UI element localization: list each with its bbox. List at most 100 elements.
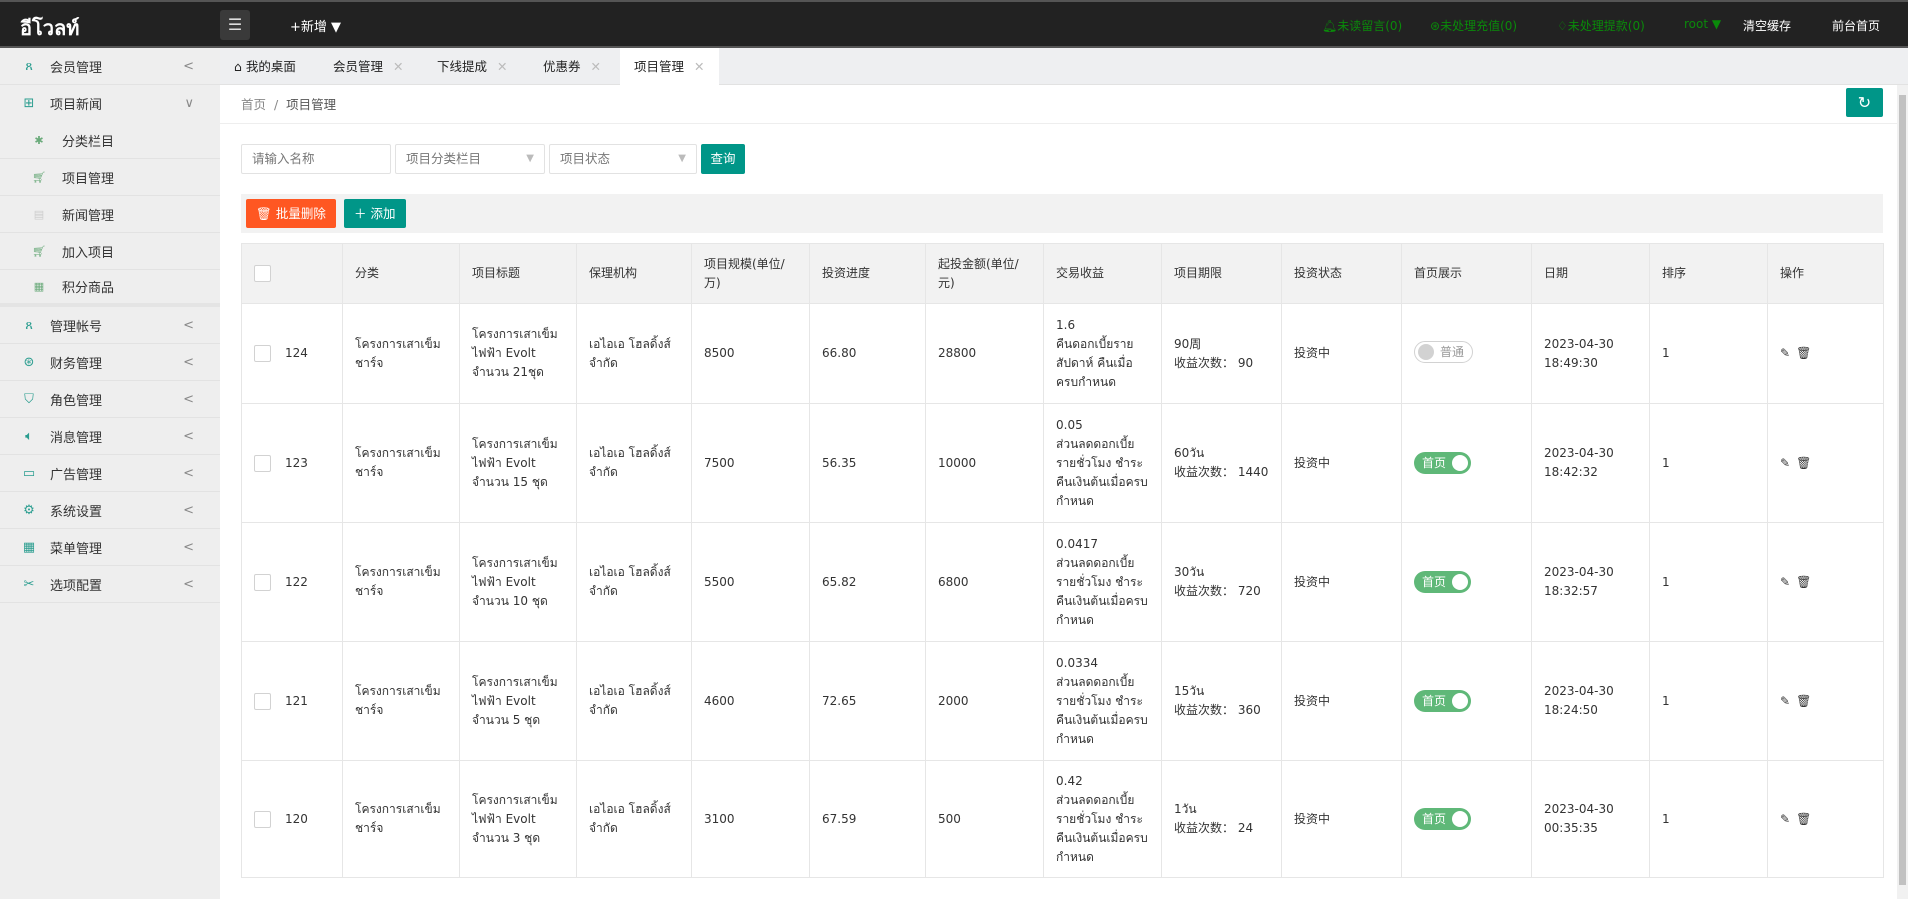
edit-icon[interactable]: ✎ — [1780, 346, 1791, 360]
select-all-checkbox[interactable] — [254, 265, 271, 282]
cell-home: 首页 — [1401, 760, 1532, 878]
sidebar-sub-category[interactable]: ✱ 分类栏目 — [0, 122, 220, 159]
cell-actions: ✎ 🗑︎ — [1767, 403, 1884, 523]
trash-icon[interactable]: 🗑︎ — [1796, 693, 1812, 708]
sidebar-item-admin-accounts[interactable]: ጸ 管理帐号 < — [0, 307, 220, 344]
chevron-left-icon: < — [183, 576, 194, 592]
home-display-toggle[interactable]: 首页 — [1414, 690, 1472, 712]
status-select[interactable]: 项目状态 ▼ — [549, 144, 697, 174]
home-display-toggle[interactable]: 首页 — [1414, 571, 1472, 593]
cell-title: โครงการเสาเข็มไฟฟ้า Evolt จำนวน 10 ชุด — [459, 522, 577, 642]
batch-delete-button[interactable]: 🗑︎ 批量删除 — [246, 199, 336, 228]
pending-recharge-link[interactable]: ⊛未处理充值(0) — [1430, 19, 1518, 33]
home-display-toggle[interactable]: 普通 — [1414, 341, 1474, 363]
caret-down-icon: ▼ — [678, 153, 686, 164]
edit-icon[interactable]: ✎ — [1780, 811, 1791, 826]
user-menu[interactable]: root ▼ — [1684, 17, 1722, 31]
close-icon[interactable]: ✕ — [590, 59, 601, 74]
cell-term: 90周 收益次数： 90 — [1161, 303, 1282, 404]
front-home-link[interactable]: 前台首页 — [1832, 19, 1881, 33]
close-icon[interactable]: ✕ — [497, 59, 508, 74]
scrollbar-thumb[interactable] — [1899, 95, 1906, 885]
home-display-toggle[interactable]: 首页 — [1414, 808, 1472, 830]
sidebar-item-options[interactable]: ✂︎ 选项配置 < — [0, 566, 220, 603]
project-table: 分类 项目标题 保理机构 项目规模(单位/万) 投资进度 起投金额(单位/元) … — [241, 243, 1884, 878]
cell-actions: ✎ 🗑︎ — [1767, 760, 1884, 878]
unread-messages-link[interactable]: 🔔︎未读留言(0) — [1322, 19, 1403, 33]
top-bar: อีโวลท์ ☰ +新增 ▼ 🔔︎未读留言(0) ⊛未处理充值(0) ♢未处理… — [0, 0, 1908, 48]
tab-coupons[interactable]: 优惠券 ✕ — [543, 59, 601, 74]
sidebar-sub-news-manage[interactable]: ▤ 新闻管理 — [0, 196, 220, 233]
row-id: 123 — [285, 455, 308, 470]
breadcrumb-home[interactable]: 首页 — [241, 97, 267, 112]
query-button[interactable]: 查询 — [701, 144, 745, 174]
sidebar-item-project-news[interactable]: ⊞ 项目新闻 ∨ — [0, 85, 220, 122]
trash-icon[interactable]: 🗑︎ — [1796, 811, 1812, 826]
sidebar-item-members[interactable]: ጸ 会员管理 < — [0, 48, 220, 85]
trash-icon[interactable]: 🗑︎ — [1796, 346, 1812, 360]
sidebar-item-finance[interactable]: ⊛ 财务管理 < — [0, 344, 220, 381]
col-title: 项目标题 — [459, 243, 577, 304]
tab-desktop[interactable]: ⌂ 我的桌面 — [234, 59, 296, 74]
sidebar-sub-join-project[interactable]: 🛒︎ 加入项目 — [0, 233, 220, 270]
cart-icon: 🛒︎ — [32, 244, 46, 258]
user-icon: ጸ — [25, 58, 33, 74]
close-icon[interactable]: ✕ — [393, 59, 404, 74]
sidebar-item-messages[interactable]: 🔈︎ 消息管理 < — [0, 418, 220, 455]
close-icon[interactable]: ✕ — [694, 59, 705, 74]
chevron-left-icon: < — [183, 317, 194, 333]
add-button[interactable]: ＋ 添加 — [344, 199, 406, 228]
cell-yield: 0.05 ส่วนลดดอกเบี้ยรายชั่วโมง ชำระคืนเงิน… — [1043, 403, 1162, 523]
toggle-knob — [1452, 455, 1469, 471]
cell-date: 2023-04-30 18:49:30 — [1531, 303, 1650, 404]
sidebar-sub-project-manage[interactable]: 🛒︎ 项目管理 — [0, 159, 220, 196]
trash-icon: 🗑︎ — [256, 206, 276, 221]
trash-icon[interactable]: 🗑︎ — [1796, 455, 1812, 470]
sidebar-sub-points-goods[interactable]: ▦ 积分商品 — [0, 270, 220, 307]
scrollbar[interactable] — [1897, 85, 1908, 899]
name-search-input[interactable]: 请输入名称 — [241, 144, 391, 174]
row-checkbox[interactable] — [254, 454, 271, 472]
cell-title: โครงการเสาเข็มไฟฟ้า Evolt จำนวน 5 ชุด — [459, 641, 577, 761]
cell-min: 2000 — [925, 641, 1044, 761]
palm-icon: ✱ — [34, 133, 44, 147]
cell-term: 30วัน 收益次数： 720 — [1161, 522, 1282, 642]
tab-project-manage[interactable]: 项目管理 ✕ — [620, 48, 719, 86]
cell-org: เอไอเอ โฮลดิ้งส์ จำกัด — [576, 760, 692, 878]
cell-title: โครงการเสาเข็มไฟฟ้า Evolt จำนวน 15 ชุด — [459, 403, 577, 523]
cell-scale: 8500 — [691, 303, 810, 404]
menu-toggle-icon[interactable]: ☰ — [220, 10, 250, 40]
refresh-button[interactable]: ↻ — [1846, 88, 1883, 117]
row-checkbox[interactable] — [254, 810, 271, 828]
home-display-toggle[interactable]: 首页 — [1414, 452, 1472, 474]
row-checkbox[interactable] — [254, 692, 271, 710]
col-progress: 投资进度 — [809, 243, 926, 304]
divider — [220, 123, 1908, 124]
row-checkbox[interactable] — [254, 573, 271, 591]
toggle-knob — [1452, 574, 1469, 590]
clear-cache-link[interactable]: 清空缓存 — [1743, 19, 1792, 33]
row-id: 124 — [285, 346, 308, 360]
tab-commission[interactable]: 下线提成 ✕ — [437, 59, 508, 74]
chevron-left-icon: < — [183, 502, 194, 518]
cell-home: 普通 — [1401, 303, 1532, 404]
category-select[interactable]: 项目分类栏目 ▼ — [395, 144, 545, 174]
cell-min: 500 — [925, 760, 1044, 878]
pending-withdraw-link[interactable]: ♢未处理提款(0) — [1557, 19, 1645, 33]
cell-category: โครงการเสาเข็มชาร์จ — [342, 641, 460, 761]
sidebar-item-settings[interactable]: ⚙︎ 系统设置 < — [0, 492, 220, 529]
edit-icon[interactable]: ✎ — [1780, 455, 1791, 470]
tab-members[interactable]: 会员管理 ✕ — [333, 59, 404, 74]
trash-icon[interactable]: 🗑︎ — [1796, 574, 1812, 589]
new-dropdown[interactable]: +新增 ▼ — [290, 20, 342, 35]
book-icon: ⊞ — [23, 96, 35, 111]
edit-icon[interactable]: ✎ — [1780, 693, 1791, 708]
cell-org: เอไอเอ โฮลดิ้งส์ จำกัด — [576, 403, 692, 523]
sidebar-item-ads[interactable]: ▭ 广告管理 < — [0, 455, 220, 492]
cell-scale: 7500 — [691, 403, 810, 523]
edit-icon[interactable]: ✎ — [1780, 574, 1791, 589]
sidebar-item-roles[interactable]: ⛉ 角色管理 < — [0, 381, 220, 418]
sidebar-item-menus[interactable]: ▦ 菜单管理 < — [0, 529, 220, 566]
row-checkbox[interactable] — [254, 345, 271, 362]
chevron-down-icon: ∨ — [184, 96, 194, 111]
